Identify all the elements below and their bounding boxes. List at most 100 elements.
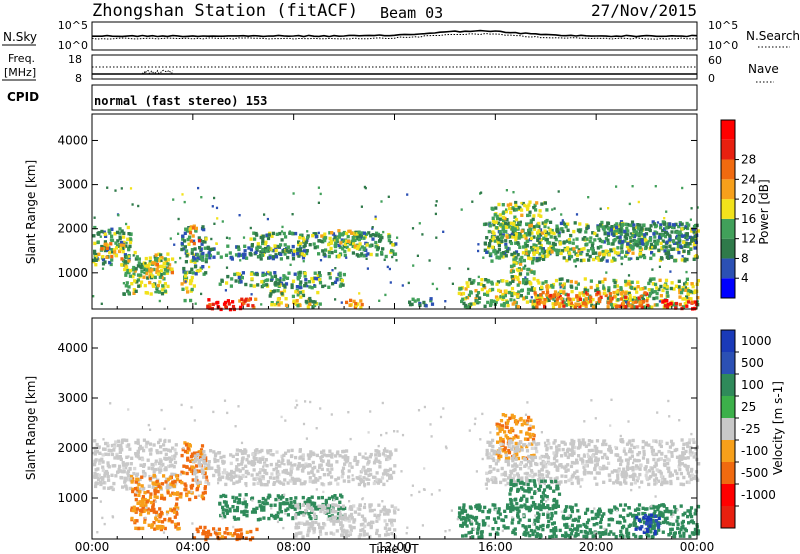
power-echo-band: [268, 288, 322, 309]
time-axis-label: Time UT: [368, 542, 419, 554]
power-colorbar-tick: 24: [741, 172, 756, 186]
velocity-echo-band: [495, 413, 536, 461]
nave-dip-line: [142, 69, 174, 75]
cpid-label: CPID: [7, 90, 39, 104]
power-colorbar-segment: [721, 159, 735, 180]
nave-label: Nave: [748, 62, 779, 76]
power-echo-band: [509, 255, 536, 285]
power-ytick-label: 2000: [57, 222, 88, 236]
velocity-echo-band: [484, 438, 701, 487]
power-colorbar-label: Power [dB]: [757, 179, 771, 244]
power-echo-band: [193, 244, 309, 261]
noise-panel: N.Sky 10^5 10^0 10^5 10^0 N.Search: [2, 19, 800, 52]
velocity-ytick-label: 3000: [57, 391, 88, 405]
velocity-y-axis: 1000 2000 3000 4000: [57, 341, 697, 505]
power-echo-band: [188, 224, 202, 246]
time-tick-label: 12:00: [377, 540, 412, 554]
power-colorbar-tick: 28: [741, 153, 756, 167]
freq-left-label-1: Freq.: [8, 52, 35, 65]
power-colorbar-tick: 8: [741, 251, 749, 265]
noise-right-tick-bottom: 10^0: [708, 39, 738, 52]
power-ytick-label: 4000: [57, 133, 88, 147]
power-colorbar-segment: [721, 238, 735, 259]
power-colorbar-tick: 12: [741, 232, 756, 246]
noise-right-tick-top: 10^5: [708, 19, 738, 32]
velocity-ytick-label: 1000: [57, 491, 88, 505]
velocity-colorbar-tick: 25: [741, 400, 756, 414]
power-echo-band: [408, 297, 435, 308]
velocity-colorbar-tick: -100: [741, 444, 768, 458]
velocity-colorbar-segment: [721, 352, 735, 374]
velocity-echo-band: [130, 473, 184, 532]
noise-right-label: N.Search: [746, 29, 800, 43]
noise-left-tick-top: 10^5: [58, 19, 88, 32]
power-colorbar-segment: [721, 278, 735, 298]
velocity-colorbar-tick: -500: [741, 466, 768, 480]
velocity-echo-band: [193, 448, 398, 487]
time-tick-label: 16:00: [478, 540, 513, 554]
power-colorbar-segment: [721, 139, 735, 160]
noise-left-tick-bottom: 10^0: [58, 39, 88, 52]
power-colorbar-tick: 4: [741, 271, 749, 285]
velocity-ylabel: Slant Range [km]: [24, 376, 38, 480]
noise-left-label: N.Sky: [3, 30, 37, 44]
velocity-colorbar-segment: [721, 418, 735, 440]
velocity-echo-band: [192, 525, 259, 542]
velocity-colorbar-segment: [721, 440, 735, 462]
power-panel: 1000 2000 3000 4000 Slant Range [km] 4 8 12 16…: [24, 113, 771, 312]
power-echo-band: [345, 298, 364, 310]
freq-left-tick-top: 18: [68, 53, 82, 66]
velocity-echo-band: [218, 493, 347, 522]
cpid-mode: normal (fast stereo) 153: [94, 94, 267, 108]
velocity-colorbar-label: Velocity [m s-1]: [771, 381, 785, 475]
power-echo-band: [320, 229, 362, 252]
power-colorbar-segment: [721, 218, 735, 239]
noise-sky-line: [92, 29, 698, 38]
freq-right-tick-top: 60: [708, 54, 722, 67]
power-echo-band: [596, 222, 699, 250]
velocity-echo-band: [634, 513, 661, 536]
velocity-colorbar-segment: [721, 330, 735, 352]
power-ytick-label: 3000: [57, 178, 88, 192]
power-echo-band: [231, 297, 258, 310]
power-ytick-label: 1000: [57, 266, 88, 280]
station-title: Zhongshan Station (fitACF): [92, 1, 358, 21]
power-echo-band: [661, 299, 698, 311]
time-tick-label: 00:00: [680, 540, 715, 554]
power-colorbar-tick: 16: [741, 212, 756, 226]
power-echo-band: [180, 274, 196, 303]
power-echo-band: [122, 250, 170, 296]
time-tick-label: 08:00: [276, 540, 311, 554]
velocity-ytick-label: 2000: [57, 441, 88, 455]
velocity-colorbar-segment: [721, 484, 735, 506]
noise-search-line: [91, 32, 698, 40]
beam-label: Beam 03: [380, 4, 443, 22]
velocity-echo-band: [294, 503, 398, 539]
time-tick-label: 20:00: [579, 540, 614, 554]
freq-left-label-2: [MHz]: [4, 66, 36, 79]
power-colorbar: 4 8 12 16 20 24 28: [720, 119, 756, 299]
velocity-colorbar-tick: -25: [741, 422, 761, 436]
power-echo-band: [490, 200, 549, 241]
power-echo-band: [97, 242, 126, 261]
cpid-panel: CPID normal (fast stereo) 153: [7, 84, 698, 111]
velocity-ytick-label: 4000: [57, 341, 88, 355]
power-y-axis: 1000 2000 3000 4000: [57, 133, 697, 280]
power-colorbar-segment: [721, 179, 735, 200]
power-colorbar-segment: [721, 120, 735, 140]
time-tick-label: 04:00: [176, 540, 211, 554]
freq-left-tick-bottom: 8: [75, 72, 82, 85]
velocity-colorbar-segment: [721, 374, 735, 396]
velocity-colorbar-tick: 100: [741, 378, 764, 392]
velocity-colorbar-tick: 1000: [741, 334, 772, 348]
power-echo-band: [533, 290, 650, 310]
velocity-colorbar-segment: [721, 506, 735, 528]
power-echo-band: [142, 256, 175, 280]
velocity-echo-band: [457, 503, 701, 539]
power-echo-band: [218, 270, 346, 290]
velocity-heatmap: [92, 398, 701, 542]
velocity-colorbar-tick: 500: [741, 356, 764, 370]
power-echo-band: [521, 246, 644, 257]
velocity-colorbar: 1000 500 100 25 -25 -100 -500 -1000: [720, 329, 776, 529]
